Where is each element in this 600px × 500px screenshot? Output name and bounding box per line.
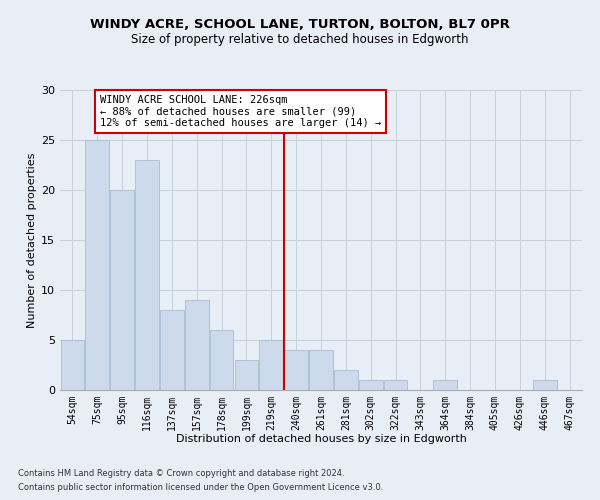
Bar <box>85 140 109 390</box>
Text: Size of property relative to detached houses in Edgworth: Size of property relative to detached ho… <box>131 32 469 46</box>
Bar <box>210 330 233 390</box>
Text: Contains HM Land Registry data © Crown copyright and database right 2024.: Contains HM Land Registry data © Crown c… <box>18 468 344 477</box>
Bar <box>309 350 333 390</box>
Bar <box>284 350 308 390</box>
Bar <box>235 360 258 390</box>
Bar <box>135 160 159 390</box>
Text: WINDY ACRE, SCHOOL LANE, TURTON, BOLTON, BL7 0PR: WINDY ACRE, SCHOOL LANE, TURTON, BOLTON,… <box>90 18 510 30</box>
Bar <box>259 340 283 390</box>
Bar <box>110 190 134 390</box>
X-axis label: Distribution of detached houses by size in Edgworth: Distribution of detached houses by size … <box>176 434 466 444</box>
Text: WINDY ACRE SCHOOL LANE: 226sqm
← 88% of detached houses are smaller (99)
12% of : WINDY ACRE SCHOOL LANE: 226sqm ← 88% of … <box>100 95 381 128</box>
Bar <box>61 340 84 390</box>
Bar <box>185 300 209 390</box>
Y-axis label: Number of detached properties: Number of detached properties <box>27 152 37 328</box>
Bar <box>334 370 358 390</box>
Bar <box>433 380 457 390</box>
Text: Contains public sector information licensed under the Open Government Licence v3: Contains public sector information licen… <box>18 484 383 492</box>
Bar <box>384 380 407 390</box>
Bar <box>533 380 557 390</box>
Bar <box>359 380 383 390</box>
Bar <box>160 310 184 390</box>
